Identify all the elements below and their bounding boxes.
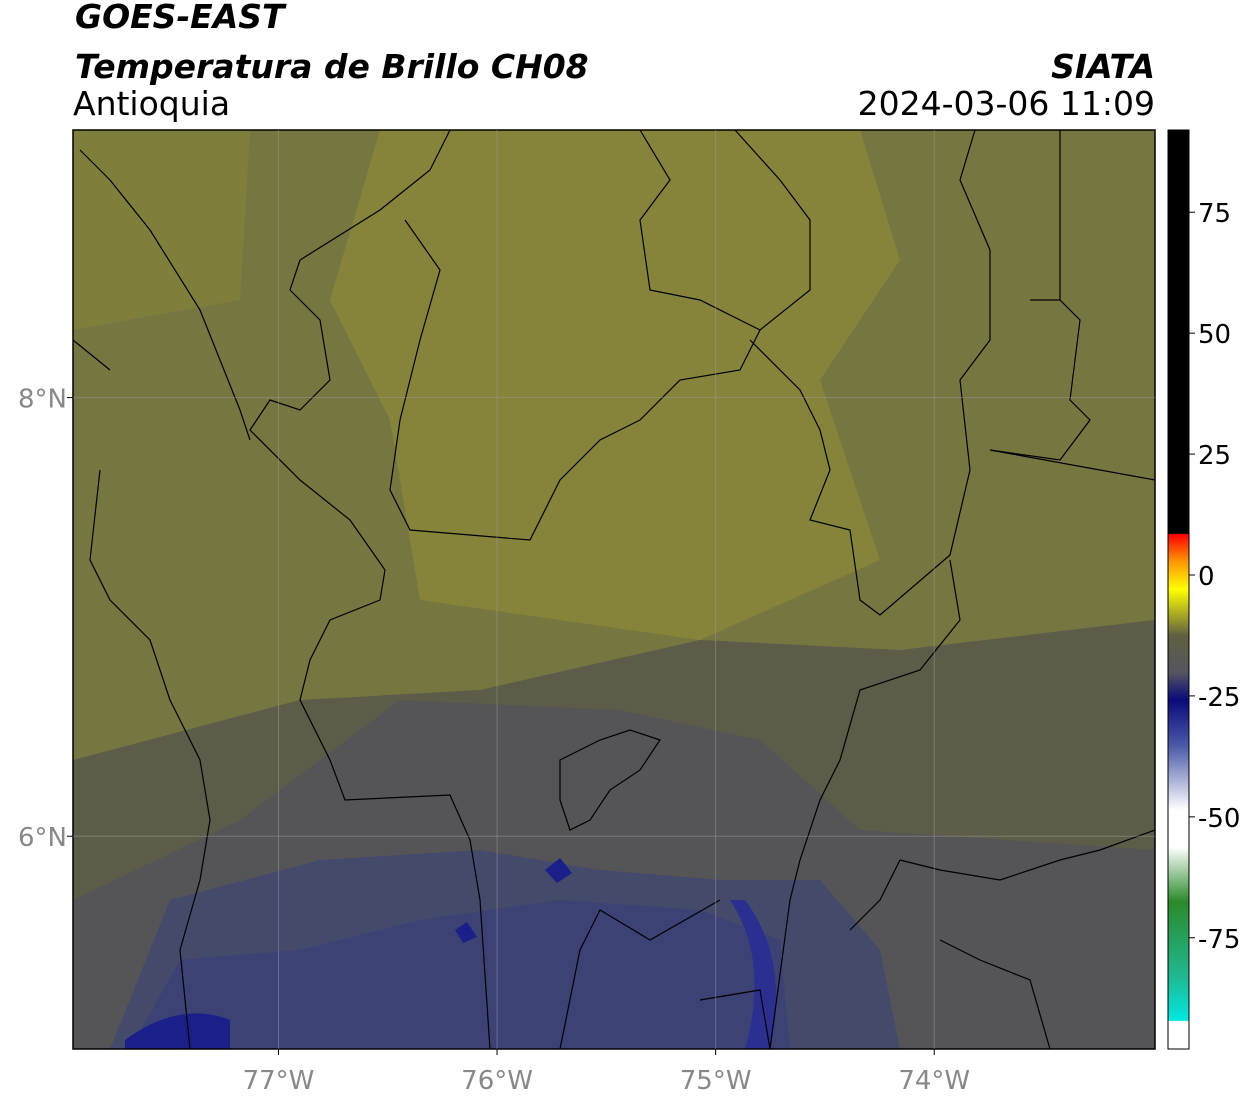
colorbar-tick-label: -25 <box>1198 683 1240 713</box>
x-tick-label: 75°W <box>680 1066 752 1096</box>
colorbar-tick-label: -75 <box>1198 925 1240 955</box>
map-frame <box>72 129 1156 1050</box>
source: SIATA <box>1051 47 1155 86</box>
colorbar-tick-label: 75 <box>1198 199 1231 229</box>
y-tick-label: 6°N <box>18 823 67 853</box>
colorbar-tick-label: 50 <box>1198 320 1231 350</box>
map-field <box>73 130 1155 1049</box>
colorbar-tick-label: 25 <box>1198 441 1231 471</box>
borders <box>72 129 1156 1050</box>
datetime: 2024-03-06 11:09 <box>858 84 1155 123</box>
x-tick-label: 74°W <box>898 1066 970 1096</box>
colorbar <box>1167 129 1190 1050</box>
colorbar-tick-label: -50 <box>1198 804 1240 834</box>
satellite: GOES-EAST <box>75 0 287 36</box>
x-tick-label: 77°W <box>243 1066 315 1096</box>
x-tick-label: 76°W <box>461 1066 533 1096</box>
colorbar-tick-label: 0 <box>1198 562 1215 592</box>
y-tick-label: 8°N <box>18 385 67 415</box>
title: Temperatura de Brillo CH08 <box>75 47 589 86</box>
region: Antioquia <box>73 84 230 123</box>
